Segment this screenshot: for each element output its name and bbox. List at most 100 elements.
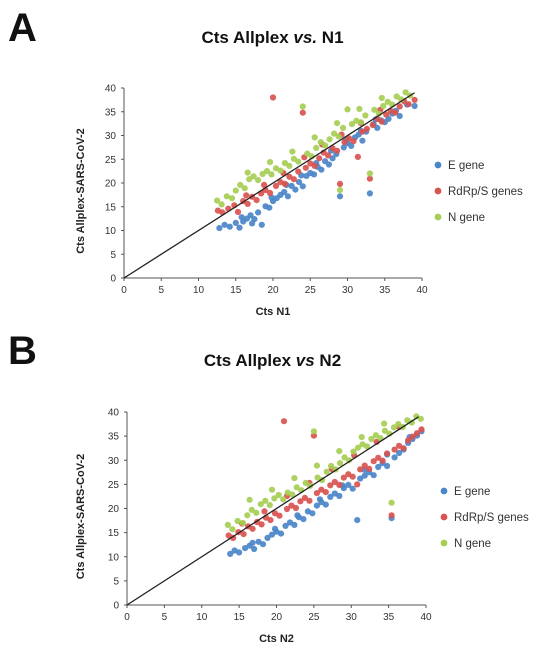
data-point [296, 179, 303, 186]
data-point [277, 167, 284, 174]
data-point [311, 134, 318, 141]
data-point [411, 102, 418, 110]
data-point [318, 166, 325, 173]
y-tick-label: 15 [108, 528, 120, 539]
title-part: N1 [317, 28, 344, 47]
data-point [378, 118, 385, 125]
data-point [357, 466, 364, 473]
data-point [262, 497, 269, 504]
data-point [357, 119, 364, 126]
data-point [370, 458, 377, 465]
data-point [271, 495, 278, 502]
data-point [228, 195, 236, 202]
data-point [372, 432, 379, 439]
data-point [255, 209, 262, 216]
data-point [293, 484, 300, 491]
data-point [271, 525, 279, 532]
data-point [331, 478, 338, 486]
legend-label: E gene [448, 160, 484, 172]
data-point [341, 139, 348, 146]
data-point [363, 125, 370, 132]
y-axis-title: Cts Allplex-SARS-CoV-2 [75, 454, 87, 580]
y-tick-label: 25 [108, 480, 120, 491]
title-part: vs [295, 351, 315, 370]
data-point [384, 462, 391, 470]
data-point [280, 418, 288, 425]
data-point [339, 124, 347, 131]
data-point [359, 137, 366, 144]
data-point [396, 112, 403, 120]
data-point [227, 550, 234, 557]
data-point [313, 490, 320, 497]
data-point [413, 430, 421, 437]
data-point [334, 120, 341, 127]
panel-a: A Cts Allplex vs. N1 0 5 10 15 20 25 30 35 40 0 5 1… [8, 8, 523, 319]
data-point [341, 454, 348, 461]
data-point [400, 445, 407, 452]
data-point [294, 512, 301, 519]
data-point [411, 96, 418, 103]
data-point [391, 454, 398, 461]
data-point [266, 159, 274, 166]
data-point [216, 225, 223, 232]
data-point [304, 150, 311, 157]
title-part: vs. [293, 28, 318, 47]
x-axis-title: Cts N2 [259, 633, 294, 645]
data-point [390, 424, 397, 431]
data-point [380, 102, 387, 110]
data-point [232, 219, 239, 226]
data-point [249, 525, 256, 532]
scatter-chart: 0 5 10 15 20 25 30 35 40 0 5 10 15 20 25 30 35 40 Cts N1 Ct… [75, 84, 523, 319]
data-point [363, 443, 370, 450]
data-point [282, 522, 289, 529]
x-tick-label: 15 [234, 612, 246, 623]
data-point [349, 473, 356, 480]
data-point [259, 541, 267, 548]
data-point [226, 223, 233, 230]
data-point [384, 98, 391, 105]
data-point [378, 94, 385, 102]
data-point [374, 124, 381, 131]
data-point [354, 153, 361, 160]
data-point [229, 526, 236, 533]
data-point [329, 155, 336, 162]
x-tick-label: 5 [158, 285, 164, 296]
data-point [306, 497, 313, 504]
x-tick-label: 35 [383, 612, 395, 623]
data-point [292, 504, 299, 512]
title-part: N2 [314, 351, 342, 370]
data-point [266, 189, 274, 197]
data-point [249, 220, 256, 227]
data-point [348, 121, 356, 128]
data-point [405, 101, 412, 108]
y-tick-label: 0 [113, 601, 119, 612]
data-point [246, 496, 253, 503]
data-point [354, 481, 361, 488]
data-point [250, 173, 257, 180]
data-point [283, 505, 291, 513]
y-tick-label: 15 [105, 202, 117, 213]
fit-line [123, 92, 415, 279]
data-point [267, 517, 274, 524]
data-point [325, 161, 332, 168]
data-point [255, 177, 262, 184]
scatter-chart: 0 5 10 15 20 25 30 35 40 0 5 10 15 20 25 30 35 40 Cts N2 Ct… [75, 408, 529, 646]
data-point [361, 462, 368, 469]
x-tick-label: 40 [416, 285, 428, 296]
data-point [236, 224, 243, 231]
data-point [269, 94, 277, 101]
data-point [243, 192, 250, 199]
data-point [299, 103, 306, 110]
x-tick-label: 25 [308, 612, 320, 623]
x-tick-label: 30 [346, 612, 358, 623]
data-point [313, 462, 320, 469]
y-tick-label: 10 [108, 552, 120, 563]
data-point [391, 446, 398, 453]
data-point [291, 475, 298, 482]
data-point [264, 534, 271, 541]
data-point [302, 164, 309, 171]
data-point [361, 472, 368, 479]
legend-label: E gene [454, 486, 490, 498]
legend-label: N gene [454, 538, 491, 550]
data-point [286, 162, 293, 169]
